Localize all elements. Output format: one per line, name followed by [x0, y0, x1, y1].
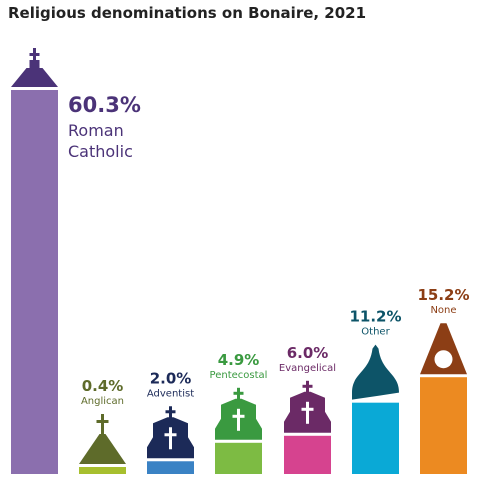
- bar-other: [352, 402, 399, 474]
- cross-beam-roman-catholic: [29, 53, 40, 56]
- category-label-other: Other: [361, 327, 390, 338]
- category-label-anglican: Anglican: [81, 396, 124, 407]
- category-label-adventist: Adventist: [147, 388, 194, 399]
- bar-adventist: [147, 461, 194, 474]
- cross-post-anglican: [101, 414, 104, 436]
- bar-pentecostal: [215, 442, 262, 474]
- category-label-evangelical: Evangelical: [279, 363, 336, 374]
- value-label-evangelical: 6.0%: [287, 344, 329, 362]
- church-cross-icon-roman-catholic: [11, 60, 58, 87]
- round-window-icon-none: [420, 323, 467, 375]
- category-label-pentecostal: Pentecostal: [210, 370, 268, 381]
- value-label-adventist: 2.0%: [150, 369, 192, 387]
- cross-post-adventist: [169, 427, 172, 450]
- cross-post-pentecostal: [237, 408, 240, 431]
- chart-title: Religious denominations on Bonaire, 2021: [8, 4, 367, 22]
- cross-post-evangelical: [306, 401, 309, 424]
- value-label-roman-catholic: 60.3%: [68, 93, 141, 117]
- cross-beam-adventist: [164, 433, 177, 437]
- cross-beam-pentecostal: [232, 414, 245, 418]
- bar-roman-catholic: [11, 90, 58, 474]
- bar-anglican: [79, 467, 126, 474]
- steeple-cross-icon-anglican: [79, 434, 126, 464]
- cross-beam-anglican: [96, 420, 109, 423]
- dome-icon-other: [352, 344, 399, 400]
- category-label-roman-catholic-2: Catholic: [68, 142, 133, 161]
- bar-evangelical: [284, 435, 331, 474]
- top-cross-beam-pentecostal: [233, 391, 244, 395]
- value-label-anglican: 0.4%: [82, 377, 124, 395]
- cross-beam-evangelical: [301, 407, 314, 411]
- bar-none: [420, 377, 467, 474]
- value-label-none: 15.2%: [417, 286, 469, 304]
- value-label-pentecostal: 4.9%: [218, 351, 260, 369]
- top-cross-beam-evangelical: [302, 384, 313, 388]
- top-cross-beam-adventist: [165, 410, 176, 414]
- category-label-none: None: [430, 305, 456, 316]
- value-label-other: 11.2%: [349, 308, 401, 326]
- window-none: [434, 350, 453, 369]
- category-label-roman-catholic-1: Roman: [68, 121, 124, 140]
